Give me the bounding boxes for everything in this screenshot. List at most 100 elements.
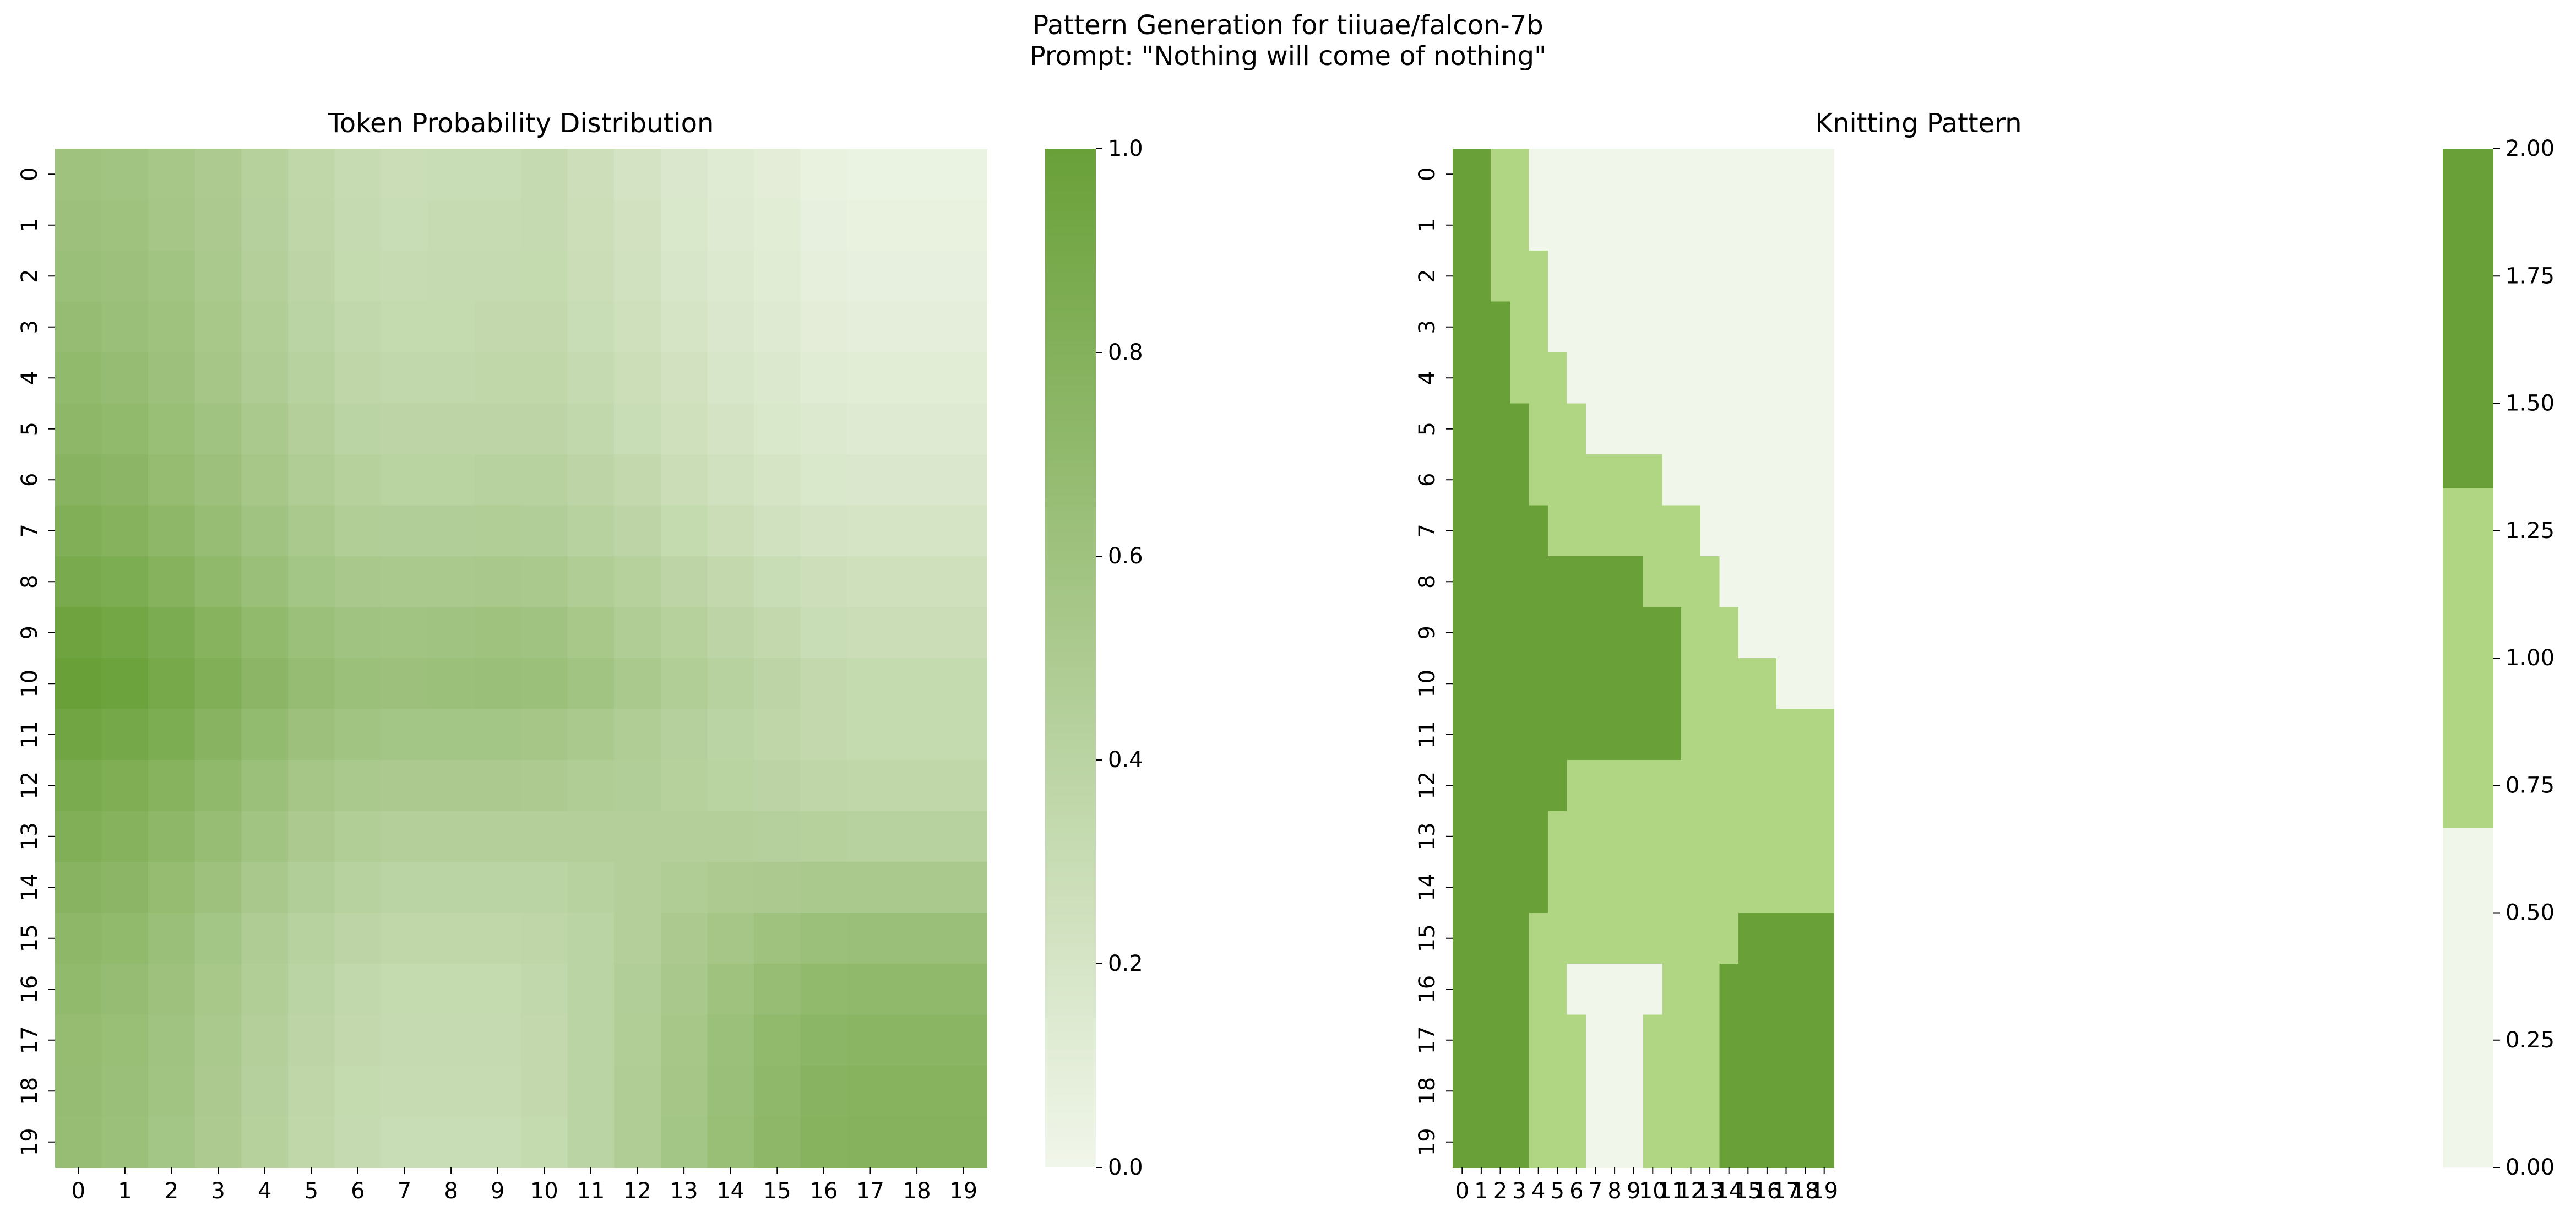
heatmap-cell [847,149,894,200]
colorbar-probability: 0.0 0.2 0.4 0.6 0.8 1.0 [1045,136,1143,1180]
heatmap-cell [1719,811,1739,862]
heatmap-cell [381,403,428,455]
heatmap-cell [1700,709,1720,761]
heatmap-cell [101,964,149,1015]
heatmap-cell [194,964,242,1015]
heatmap-cell [474,1066,521,1117]
y-tick-label: 7 [17,524,42,537]
y-tick-label: 6 [17,473,42,487]
heatmap-cell [1719,251,1739,302]
heatmap-cell [1491,760,1510,812]
heatmap-cell [800,505,847,557]
heatmap-cell [521,149,568,200]
heatmap-cell [194,1066,242,1117]
heatmap-cell [847,1066,894,1117]
heatmap-cell [893,709,941,761]
heatmap-cell [614,454,661,506]
heatmap-cell [194,505,242,557]
heatmap-cell [521,1066,568,1117]
heatmap-cell [1776,709,1796,761]
heatmap-cell [427,301,475,353]
heatmap-cell [660,199,708,251]
heatmap-cell [1757,1116,1777,1168]
heatmap-cell [754,709,801,761]
heatmap-cell [101,811,149,862]
heatmap-cell [1491,301,1510,353]
heatmap-cell [1586,862,1606,914]
heatmap-cell [334,811,382,862]
heatmap-cell [1795,964,1816,1015]
heatmap-cell [660,760,708,812]
heatmap-cell [1662,811,1682,862]
heatmap-cell [1738,403,1758,455]
heatmap-cell [847,709,894,761]
heatmap-cell [1471,505,1491,557]
heatmap-cell [1795,811,1816,862]
y-tick-label: 19 [1415,1128,1440,1156]
heatmap-cell [707,1066,754,1117]
heatmap-cell [1453,251,1472,302]
heatmap-cell [1453,454,1472,506]
heatmap-cell [800,760,847,812]
heatmap-cell [1471,862,1491,914]
heatmap-cell [567,607,615,659]
heatmap-cell [381,301,428,353]
colorbar-tick-label: 0.4 [1108,747,1143,773]
heatmap-cell [1643,556,1663,608]
y-tick-label: 7 [1415,524,1440,537]
heatmap-cell [1814,556,1834,608]
heatmap-cell [1605,505,1625,557]
heatmap-cell [1586,301,1606,353]
heatmap-cell [241,352,289,404]
heatmap-cell [1662,607,1682,659]
heatmap-cell [101,251,149,302]
heatmap-cell [381,556,428,608]
colorbar-tick-label: 1.00 [2506,645,2555,671]
heatmap-cell [1662,251,1682,302]
heatmap-cell [893,1066,941,1117]
heatmap-cell [521,505,568,557]
heatmap-cell [1643,1014,1663,1066]
heatmap-cell [1662,913,1682,964]
x-tick-label: 12 [1677,1178,1705,1204]
heatmap-cell [1700,251,1720,302]
heatmap-cell [1757,251,1777,302]
heatmap-cell [1757,454,1777,506]
heatmap-cell [148,199,195,251]
heatmap-cell [1624,403,1644,455]
heatmap-cell [194,1014,242,1066]
heatmap-cell [55,1014,102,1066]
heatmap-panel-probability: Token Probability Distribution 012345678… [17,108,1143,1204]
heatmap-cell [101,1066,149,1117]
heatmap-cell [1548,913,1568,964]
heatmap-cell [148,301,195,353]
colorbar-tick-label: 1.50 [2506,391,2555,416]
heatmap-cell [1509,862,1530,914]
heatmap-cell [1719,709,1739,761]
heatmap-cell [893,760,941,812]
heatmap-cell [241,505,289,557]
heatmap-cell [334,760,382,812]
heatmap-cell [1662,1014,1682,1066]
heatmap-cell [660,352,708,404]
heatmap-cell [1586,1014,1606,1066]
heatmap-cell [847,862,894,914]
heatmap-cell [1509,149,1530,200]
heatmap-cell [194,607,242,659]
heatmap-cell [1567,760,1586,812]
heatmap-cell [707,1116,754,1168]
y-tick-label: 14 [1415,873,1440,901]
heatmap-cell [800,352,847,404]
heatmap-cell [1491,862,1510,914]
heatmap-cell [334,251,382,302]
heatmap-cell [1700,862,1720,914]
heatmap-cell [1795,1116,1816,1168]
heatmap-cell [1700,301,1720,353]
heatmap-cell [521,556,568,608]
x-tick-label: 10 [530,1178,558,1204]
heatmap-cell [1605,199,1625,251]
heatmap-cell [381,149,428,200]
y-tick-label: 11 [1415,720,1440,748]
heatmap-cell [334,505,382,557]
